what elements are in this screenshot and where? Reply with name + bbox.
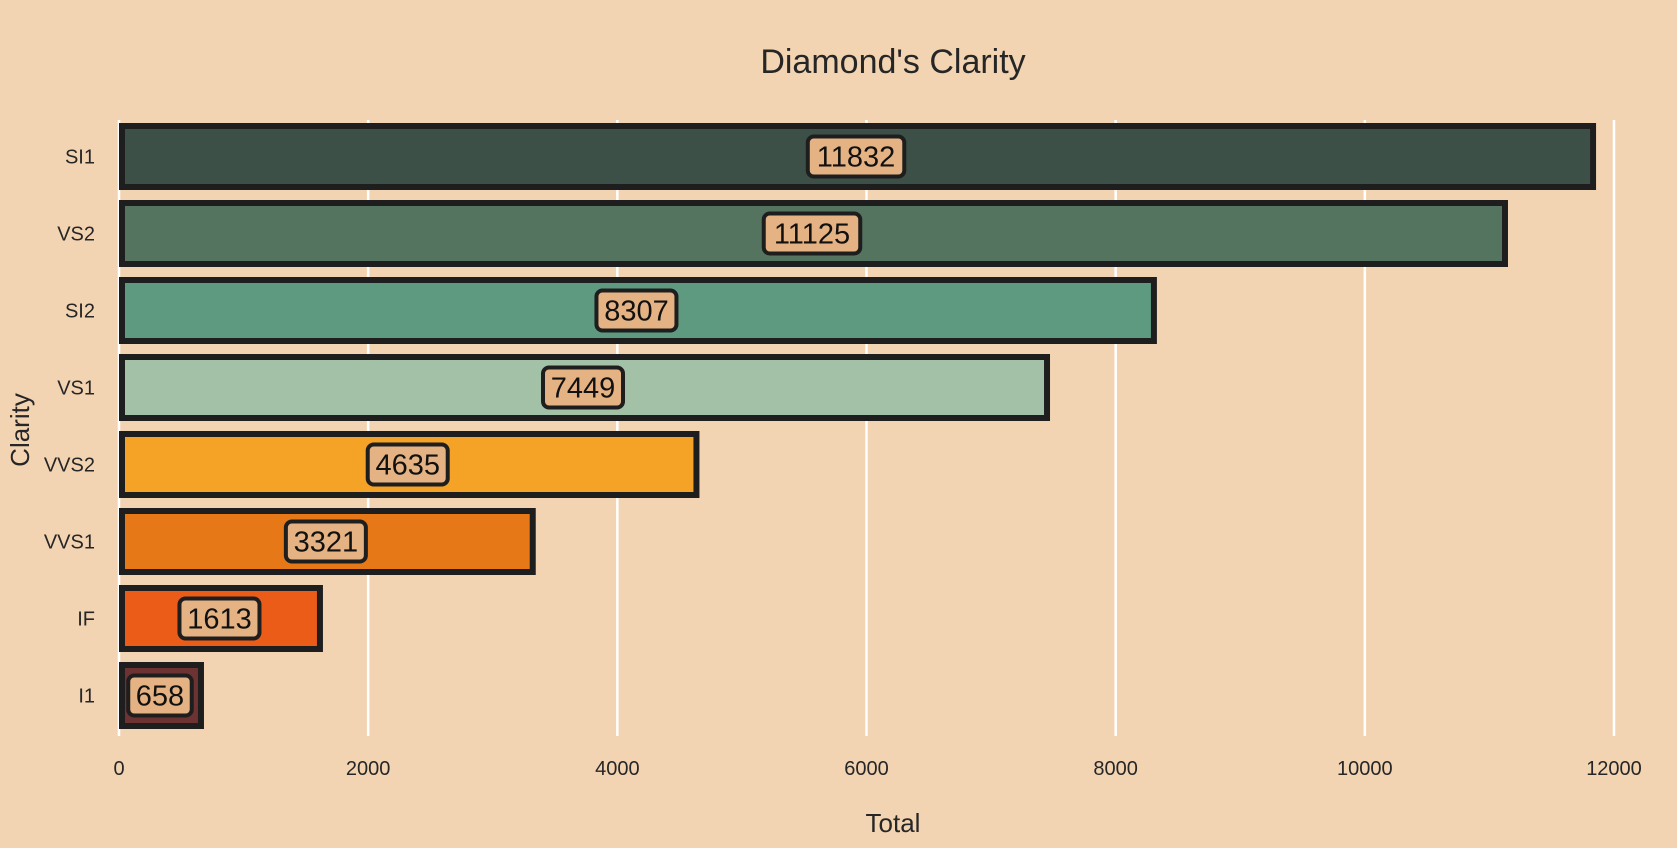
data-label-box <box>177 596 262 641</box>
x-tick-label: 4000 <box>595 758 640 780</box>
y-tick-label: IF <box>77 609 95 631</box>
data-label: 8307 <box>604 296 669 328</box>
x-tick-label: 0 <box>113 758 124 780</box>
data-label-box <box>594 288 679 333</box>
x-tick-label: 10000 <box>1337 758 1393 780</box>
data-label-box <box>805 134 907 179</box>
data-label-box <box>365 442 450 487</box>
x-tick-label: 6000 <box>844 758 889 780</box>
data-label-box <box>541 365 626 410</box>
data-label-box <box>126 673 194 718</box>
y-tick-label: I1 <box>78 686 95 708</box>
data-label: 11832 <box>817 142 896 174</box>
y-axis-label: Clarity <box>5 393 35 467</box>
data-labels: 11832 11125 8307 7449 4635 3321 1613 658 <box>126 134 907 718</box>
chart-title: Diamond's Clarity <box>760 43 1025 81</box>
data-label-box <box>283 519 368 564</box>
y-tick-label: VS1 <box>57 378 95 400</box>
y-tick-labels: SI1 VS2 SI2 VS1 VVS2 VVS1 IF I1 <box>44 147 95 708</box>
x-axis-label: Total <box>866 808 921 838</box>
data-label: 3321 <box>294 527 359 559</box>
data-label: 1613 <box>187 604 252 636</box>
data-label: 11125 <box>774 219 850 251</box>
data-label: 7449 <box>551 373 616 405</box>
data-label-box <box>761 211 863 256</box>
x-tick-label: 12000 <box>1586 758 1642 780</box>
data-label: 4635 <box>375 450 440 482</box>
x-tick-labels: 0 2000 4000 6000 8000 10000 12000 <box>113 758 1641 780</box>
y-tick-label: VS2 <box>57 224 95 246</box>
y-tick-label: SI2 <box>65 301 95 323</box>
data-label: 658 <box>136 681 184 713</box>
y-tick-label: VVS1 <box>44 532 95 554</box>
y-tick-label: SI1 <box>65 147 95 169</box>
x-tick-label: 8000 <box>1093 758 1138 780</box>
x-tick-label: 2000 <box>346 758 391 780</box>
y-tick-label: VVS2 <box>44 455 95 477</box>
